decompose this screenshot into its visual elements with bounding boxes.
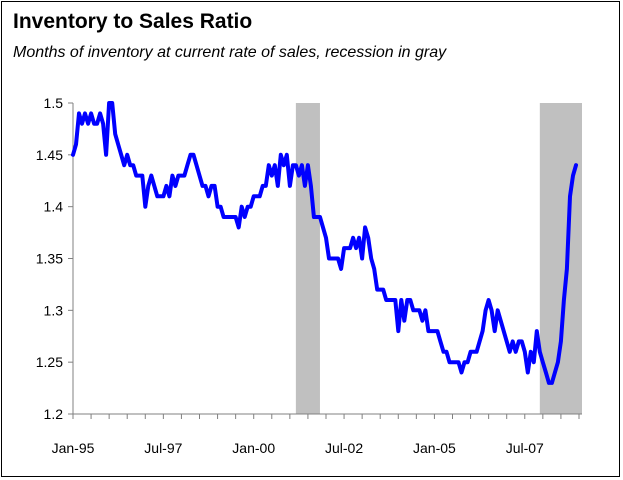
series-layer [71, 101, 578, 385]
y-tick-label: 1.35 [36, 251, 63, 267]
y-tick-label: 1.3 [44, 302, 64, 318]
y-tick-label: 1.5 [44, 95, 64, 111]
y-tick-label: 1.4 [44, 199, 64, 215]
series-line [71, 101, 578, 385]
x-tick-label: Jan-95 [52, 440, 95, 456]
x-tick-label: Jul-07 [506, 440, 544, 456]
chart-subtitle: Months of inventory at current rate of s… [13, 44, 447, 61]
x-tick-label: Jul-02 [325, 440, 363, 456]
chart-title: Inventory to Sales Ratio [13, 10, 253, 33]
recession-bands [295, 103, 582, 414]
x-tick-label: Jul-97 [144, 440, 182, 456]
recession-band-2 [539, 103, 582, 414]
y-tick-label: 1.2 [44, 406, 64, 422]
x-tick-label: Jan-05 [413, 440, 456, 456]
x-tick-label: Jan-00 [232, 440, 275, 456]
y-tick-label: 1.25 [36, 354, 63, 370]
y-tick-label: 1.45 [36, 147, 63, 163]
recession-band-1 [295, 103, 320, 414]
